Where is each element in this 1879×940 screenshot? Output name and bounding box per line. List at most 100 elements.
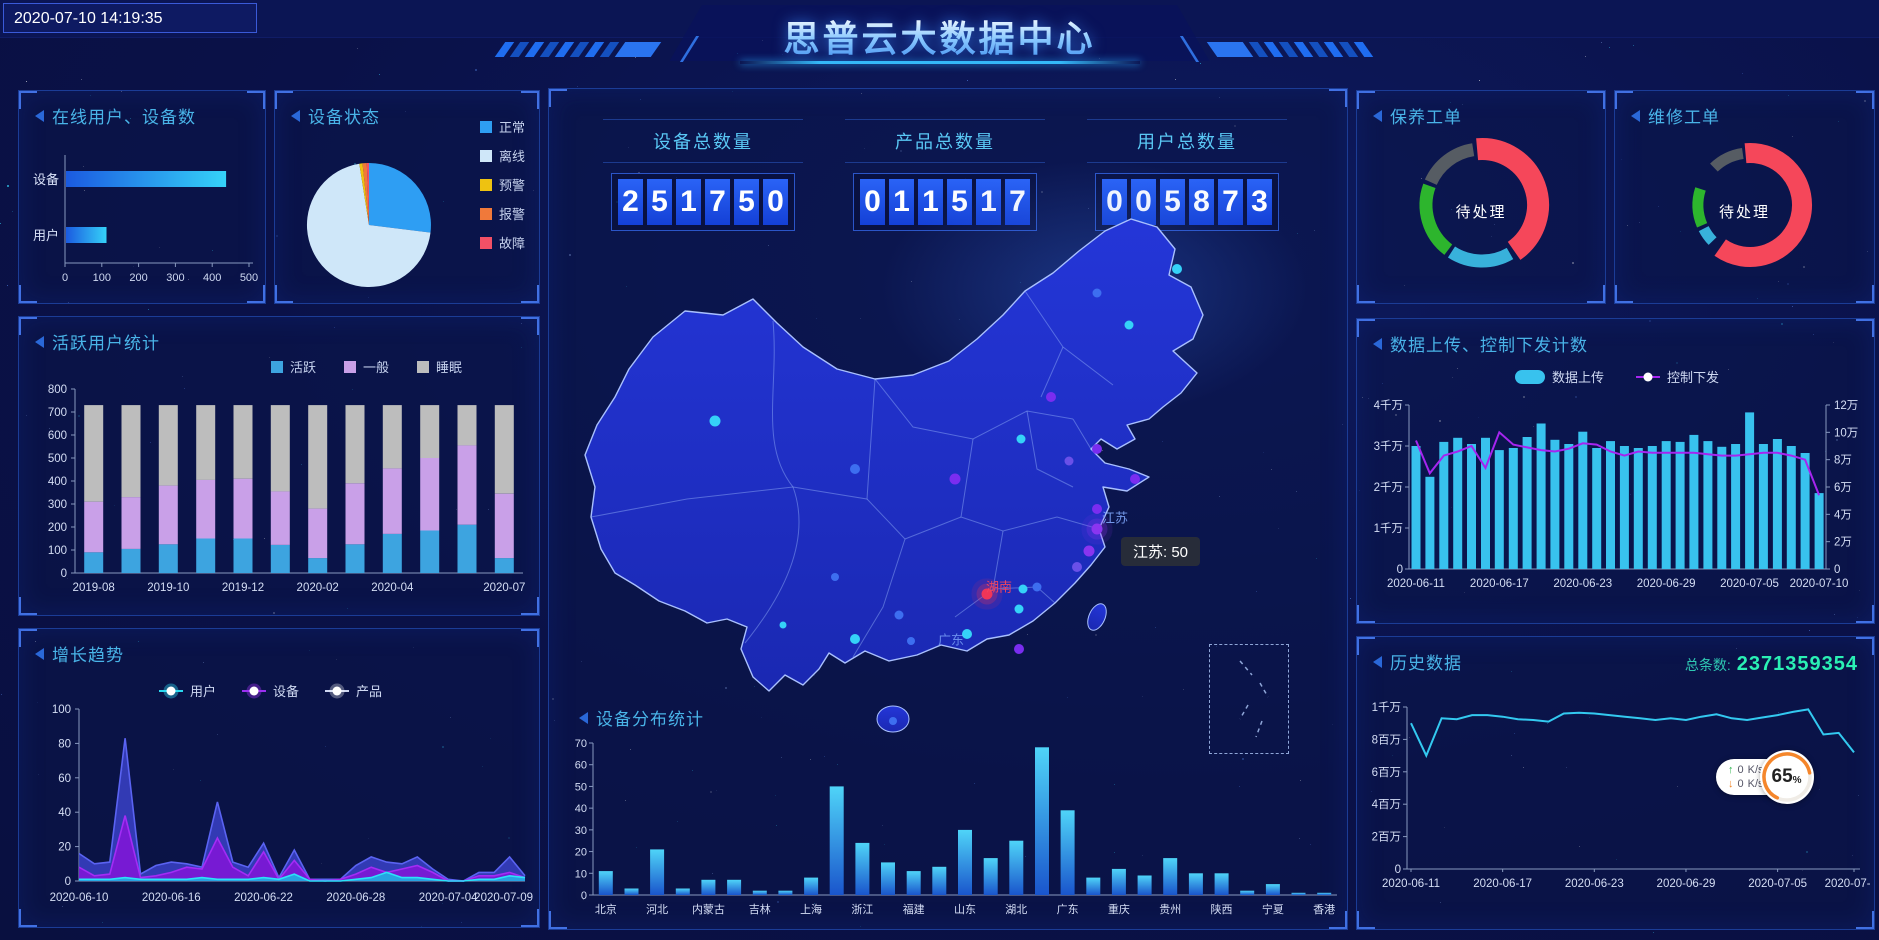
south-china-sea-inset: [1209, 644, 1289, 754]
svg-text:2020-06-10: 2020-06-10: [50, 892, 109, 904]
counter-digit: 7: [705, 179, 730, 225]
panel-upload-dispatch: 数据上传、控制下发计数 数据上传 控制下发 0 1千万 2千万 3千万 4千万 0 2万 4万 6…: [1356, 318, 1875, 624]
title-underline: [739, 61, 1140, 64]
svg-text:2019-10: 2019-10: [147, 582, 189, 594]
svg-text:陕西: 陕西: [1211, 902, 1233, 916]
counter-digit: 3: [1247, 179, 1272, 225]
svg-text:2020-07: 2020-07: [483, 582, 525, 594]
svg-text:0: 0: [1395, 864, 1401, 876]
svg-text:60: 60: [575, 760, 587, 772]
svg-text:2020-07-10: 2020-07-10: [1825, 878, 1870, 890]
deco-bar: [1206, 42, 1254, 57]
arrow-up-icon: ↑: [1728, 764, 1734, 776]
panel-title-text: 增长趋势: [52, 646, 124, 665]
active-users-legend: 活跃 一般 睡眠: [271, 357, 462, 376]
legend-item-睡眠[interactable]: 睡眠: [417, 357, 462, 376]
svg-text:300: 300: [48, 499, 67, 511]
panel-title: 设备分布统计: [579, 705, 704, 730]
legend-item-数据上传[interactable]: 数据上传: [1515, 367, 1604, 386]
counter-digit: 8: [1189, 179, 1214, 225]
history-total-value: 2371359354: [1736, 653, 1858, 675]
svg-text:广东: 广东: [1057, 903, 1079, 916]
svg-text:100: 100: [48, 545, 67, 557]
counter-line: [1087, 119, 1287, 120]
svg-text:300: 300: [166, 272, 184, 284]
counter-digit: 0: [860, 179, 885, 225]
counter-digit: 1: [889, 179, 914, 225]
svg-text:福建: 福建: [903, 902, 925, 916]
svg-text:10万: 10万: [1834, 427, 1858, 439]
svg-text:100: 100: [93, 272, 111, 284]
legend-item-设备[interactable]: 设备: [242, 681, 299, 700]
province-borders: [590, 290, 1114, 658]
legend-item-预警[interactable]: 预警: [479, 175, 525, 194]
counter-digit: 1: [676, 179, 701, 225]
svg-text:2020-06-23: 2020-06-23: [1553, 578, 1612, 590]
panel-title-icon: [1631, 109, 1640, 122]
maintenance-donut-chart: [1419, 137, 1550, 268]
svg-text:200: 200: [48, 522, 67, 534]
panel-title-text: 历史数据: [1390, 654, 1462, 673]
svg-text:贵州: 贵州: [1159, 903, 1181, 916]
svg-text:2020-06-17: 2020-06-17: [1473, 878, 1532, 890]
legend-item-控制下发[interactable]: 控制下发: [1636, 367, 1719, 386]
taiwan-island: [1087, 603, 1107, 631]
svg-text:0: 0: [65, 876, 71, 888]
counter-digit: 1: [918, 179, 943, 225]
percent-gauge[interactable]: 65%: [1759, 750, 1814, 804]
legend-item-一般[interactable]: 一般: [344, 357, 389, 376]
timestamp-text: 2020-07-10 14:19:35: [14, 10, 163, 27]
svg-text:香港: 香港: [1313, 903, 1335, 916]
legend-item-活跃[interactable]: 活跃: [271, 357, 316, 376]
network-speed-widget[interactable]: ↑ 0 K/s ↓ 0 K/s 65%: [1716, 750, 1814, 804]
svg-text:河北: 河北: [646, 903, 668, 916]
download-speed-value: 0: [1737, 778, 1744, 790]
growth-trend-legend: 用户 设备 产品: [159, 681, 382, 700]
svg-text:2020-07-05: 2020-07-05: [1720, 578, 1779, 590]
china-map: [584, 218, 1204, 733]
svg-text:2千万: 2千万: [1374, 481, 1403, 494]
panel-title-text: 设备分布统计: [596, 710, 704, 729]
panel-title-text: 设备状态: [308, 108, 380, 127]
legend-item-用户[interactable]: 用户: [159, 681, 216, 700]
svg-text:2020-06-11: 2020-06-11: [1387, 578, 1445, 590]
panel-title: 增长趋势: [35, 641, 124, 666]
panel-title: 历史数据: [1373, 649, 1462, 674]
legend-item-报警[interactable]: 报警: [479, 204, 525, 223]
svg-text:40: 40: [58, 807, 71, 819]
header-deco-right: [1206, 42, 1374, 57]
legend-item-正常[interactable]: 正常: [479, 117, 525, 136]
svg-text:0: 0: [1397, 564, 1403, 576]
device-distribution-chart: 0 10 20 30 40 50 60 70 北京 河北 内蒙古 吉林 上海 浙江 福建 山东 湖北 广东 重庆 贵州…: [575, 738, 1337, 916]
panel-title-icon: [1373, 655, 1382, 668]
legend-item-故障[interactable]: 故障: [479, 233, 525, 252]
panel-title-icon: [35, 647, 44, 660]
history-line-chart: 0 2百万 4百万 6百万 8百万 1千万 2020-06-11 2020-06-17 2020…: [1372, 701, 1870, 890]
panel-title: 维修工单: [1631, 103, 1720, 128]
panel-title-text: 保养工单: [1390, 108, 1462, 127]
legend-item-产品[interactable]: 产品: [325, 681, 382, 700]
counter-digit: 5: [947, 179, 972, 225]
svg-text:800: 800: [48, 384, 67, 396]
svg-text:3千万: 3千万: [1374, 440, 1403, 453]
china-outline: [584, 218, 1204, 692]
svg-text:0: 0: [62, 272, 68, 284]
svg-text:2020-02: 2020-02: [297, 582, 339, 594]
svg-text:600: 600: [48, 430, 67, 442]
svg-text:0: 0: [1834, 564, 1840, 576]
svg-text:2020-07-05: 2020-07-05: [1748, 878, 1807, 890]
svg-text:宁夏: 宁夏: [1262, 902, 1284, 916]
panel-title-text: 在线用户、设备数: [52, 108, 196, 127]
svg-text:20: 20: [575, 847, 587, 859]
legend-item-离线[interactable]: 离线: [479, 146, 525, 165]
panel-title: 数据上传、控制下发计数: [1373, 331, 1588, 356]
svg-text:2020-06-28: 2020-06-28: [326, 892, 385, 904]
counter-line: [845, 162, 1045, 163]
svg-text:0: 0: [581, 890, 587, 902]
page-title: 思普云大数据中心: [783, 10, 1095, 62]
svg-text:10: 10: [575, 868, 587, 880]
panel-title-icon: [1373, 337, 1382, 350]
percent-ring: [1761, 752, 1812, 802]
svg-text:用户: 用户: [33, 228, 59, 243]
